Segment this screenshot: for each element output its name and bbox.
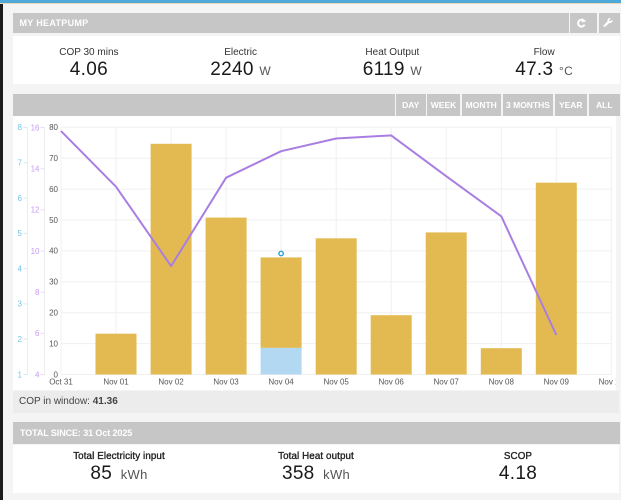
svg-text:Nov 02: Nov 02 <box>158 378 184 387</box>
svg-text:Nov 03: Nov 03 <box>213 378 239 387</box>
svg-text:14: 14 <box>31 165 40 174</box>
svg-text:Nov 08: Nov 08 <box>489 378 515 387</box>
svg-text:0: 0 <box>54 370 59 379</box>
svg-text:4: 4 <box>35 370 40 379</box>
svg-text:Nov 01: Nov 01 <box>103 378 129 387</box>
svg-text:Nov 06: Nov 06 <box>379 378 405 387</box>
svg-text:2: 2 <box>18 335 23 344</box>
svg-text:50: 50 <box>49 216 58 225</box>
svg-text:16: 16 <box>31 123 40 132</box>
svg-text:Oct 31: Oct 31 <box>49 378 73 387</box>
svg-text:5: 5 <box>18 229 23 238</box>
svg-text:Nov 05: Nov 05 <box>324 378 350 387</box>
svg-text:30: 30 <box>49 278 58 287</box>
svg-text:60: 60 <box>49 185 58 194</box>
svg-text:20: 20 <box>49 309 58 318</box>
svg-text:8: 8 <box>18 123 23 132</box>
svg-text:3: 3 <box>18 300 23 309</box>
svg-text:4: 4 <box>18 264 23 273</box>
svg-text:Nov 10: Nov 10 <box>599 378 616 387</box>
svg-text:Nov 09: Nov 09 <box>544 378 570 387</box>
svg-text:6: 6 <box>18 194 23 203</box>
svg-text:10: 10 <box>49 339 58 348</box>
svg-text:Nov 07: Nov 07 <box>434 378 460 387</box>
svg-text:Nov 04: Nov 04 <box>268 378 294 387</box>
svg-text:1: 1 <box>18 370 23 379</box>
svg-text:8: 8 <box>35 288 40 297</box>
svg-text:80: 80 <box>49 123 58 132</box>
svg-text:7: 7 <box>18 159 23 168</box>
svg-text:6: 6 <box>35 329 40 338</box>
svg-text:40: 40 <box>49 247 58 256</box>
svg-text:10: 10 <box>31 247 40 256</box>
svg-text:70: 70 <box>49 154 58 163</box>
svg-text:12: 12 <box>31 206 40 215</box>
